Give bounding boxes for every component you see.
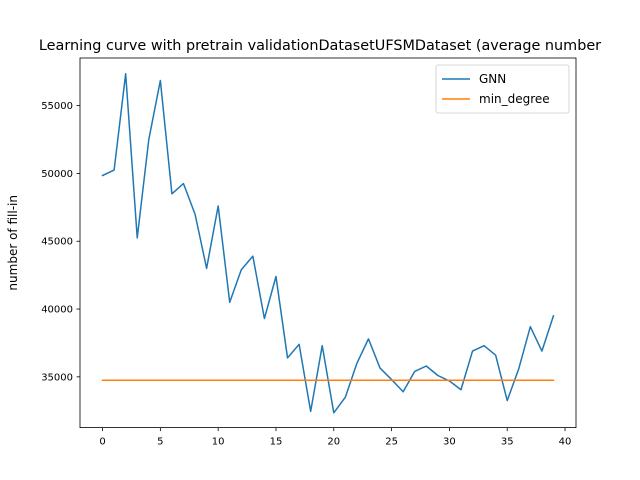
chart-title: Learning curve with pretrain validationD… <box>39 38 601 54</box>
y-axis-label: number of fill-in <box>6 195 20 291</box>
series-line-GNN <box>101 73 555 414</box>
x-tick-label: 0 <box>99 437 105 448</box>
y-tick-label: 35000 <box>41 372 73 383</box>
y-axis-ticks: 35000 40000 45000 50000 55000 <box>41 101 80 383</box>
legend-label: min_degree <box>479 92 550 106</box>
x-tick-label: 5 <box>157 437 163 448</box>
legend-label: GNN <box>479 72 506 86</box>
x-tick-label: 10 <box>212 437 225 448</box>
x-axis-ticks: 0 5 10 15 20 25 30 35 40 <box>99 427 572 448</box>
y-tick-label: 50000 <box>41 169 73 180</box>
x-tick-label: 35 <box>501 437 514 448</box>
y-tick-label: 40000 <box>41 305 73 316</box>
axes-frame <box>79 57 577 429</box>
plot-lines <box>101 73 555 414</box>
legend-box <box>435 64 570 114</box>
y-tick-label: 45000 <box>41 237 73 248</box>
x-tick-label: 25 <box>385 437 398 448</box>
x-tick-label: 15 <box>270 437 283 448</box>
x-tick-label: 30 <box>443 437 456 448</box>
x-tick-label: 40 <box>559 437 572 448</box>
legend: GNN min_degree <box>435 64 570 114</box>
x-tick-label: 20 <box>327 437 340 448</box>
y-tick-label: 55000 <box>41 101 73 112</box>
